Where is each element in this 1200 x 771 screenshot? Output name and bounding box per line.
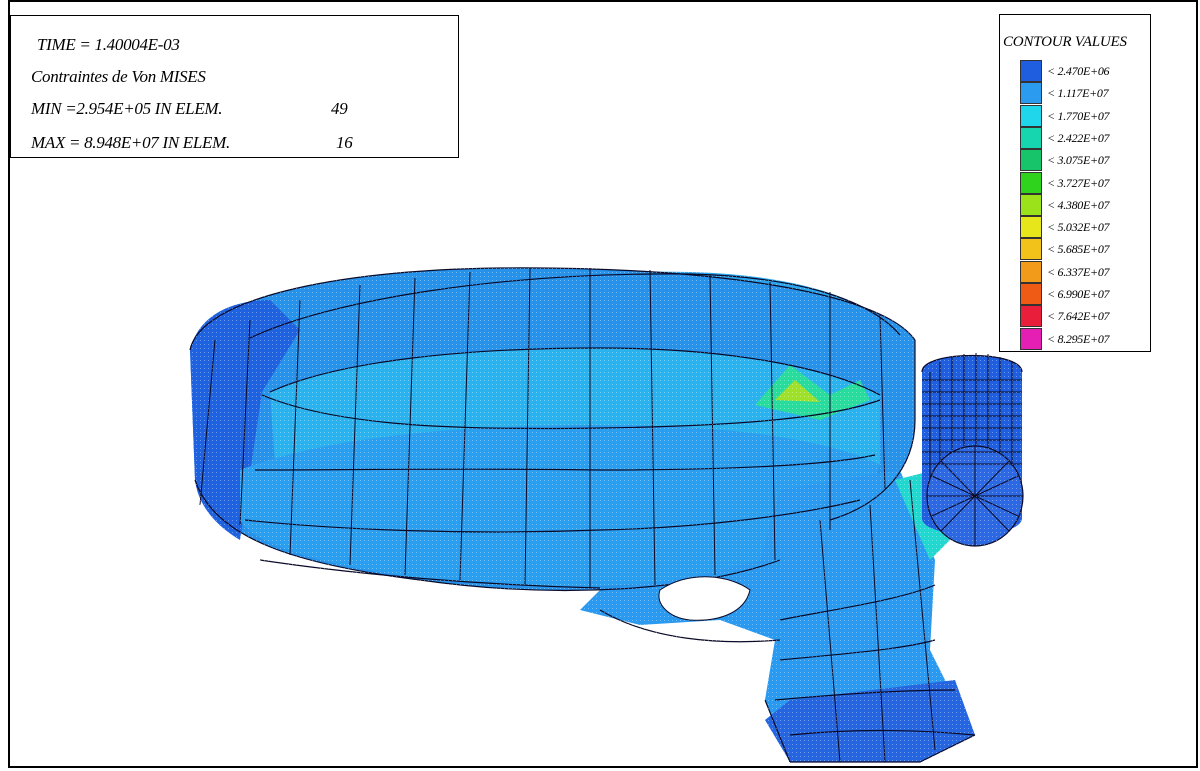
shading-texture bbox=[180, 260, 1040, 765]
legend-label: < 3.727E+07 bbox=[1047, 175, 1110, 190]
legend-item: < 6.990E+07 bbox=[1020, 283, 1152, 305]
legend-item: < 7.642E+07 bbox=[1020, 305, 1152, 328]
legend-swatch bbox=[1020, 60, 1042, 82]
legend-item: < 2.422E+07 bbox=[1020, 126, 1152, 149]
legend-label: < 1.117E+07 bbox=[1047, 86, 1109, 101]
legend-item: < 2.470E+06 bbox=[1020, 60, 1152, 82]
legend-swatch bbox=[1020, 327, 1042, 350]
contour-legend: CONTOUR VALUES < 2.470E+06 < 1.117E+07 < 1… bbox=[999, 14, 1151, 352]
legend-swatch bbox=[1020, 149, 1042, 172]
legend-item: < 3.075E+07 bbox=[1020, 149, 1152, 172]
legend-swatch bbox=[1020, 216, 1042, 239]
analysis-title: Contraintes de Von MISES bbox=[31, 67, 206, 86]
legend-label: < 2.470E+06 bbox=[1047, 64, 1110, 78]
legend-swatch bbox=[1020, 82, 1042, 105]
legend-swatch bbox=[1020, 171, 1042, 194]
legend-item: < 6.337E+07 bbox=[1020, 260, 1152, 283]
legend-label: < 5.032E+07 bbox=[1047, 220, 1110, 235]
legend-swatch bbox=[1020, 193, 1042, 216]
legend-label: < 7.642E+07 bbox=[1047, 309, 1110, 324]
max-element: 16 bbox=[336, 133, 353, 152]
legend-swatch bbox=[1020, 126, 1042, 149]
legend-swatch bbox=[1020, 238, 1042, 261]
legend-item: < 5.032E+07 bbox=[1020, 216, 1152, 239]
legend-label: < 6.337E+07 bbox=[1047, 264, 1110, 279]
legend-swatch bbox=[1020, 305, 1042, 328]
legend-title: CONTOUR VALUES bbox=[1003, 34, 1127, 50]
legend-swatch bbox=[1020, 260, 1042, 283]
legend-label: < 3.075E+07 bbox=[1047, 153, 1110, 168]
legend-label: < 2.422E+07 bbox=[1047, 130, 1110, 145]
info-panel: TIME = 1.40004E-03 Contraintes de Von MI… bbox=[10, 15, 459, 158]
max-value-label: MAX = 8.948E+07 IN ELEM. bbox=[31, 133, 230, 152]
legend-item: < 5.685E+07 bbox=[1020, 238, 1152, 261]
legend-label: < 1.770E+07 bbox=[1047, 108, 1110, 123]
legend-label: < 6.990E+07 bbox=[1047, 287, 1110, 301]
min-value-label: MIN =2.954E+05 IN ELEM. bbox=[31, 99, 223, 118]
legend-item: < 3.727E+07 bbox=[1020, 171, 1152, 194]
legend-item: < 4.380E+07 bbox=[1020, 193, 1152, 216]
legend-item: < 1.770E+07 bbox=[1020, 104, 1152, 127]
legend-item: < 8.295E+07 bbox=[1020, 327, 1152, 350]
legend-item: < 1.117E+07 bbox=[1020, 82, 1152, 105]
legend-swatch bbox=[1020, 283, 1042, 305]
legend-swatch bbox=[1020, 104, 1042, 127]
legend-label: < 5.685E+07 bbox=[1047, 242, 1110, 257]
time-label: TIME = 1.40004E-03 bbox=[37, 35, 180, 54]
legend-label: < 4.380E+07 bbox=[1047, 197, 1110, 212]
min-element: 49 bbox=[331, 99, 348, 118]
legend-label: < 8.295E+07 bbox=[1047, 331, 1110, 346]
